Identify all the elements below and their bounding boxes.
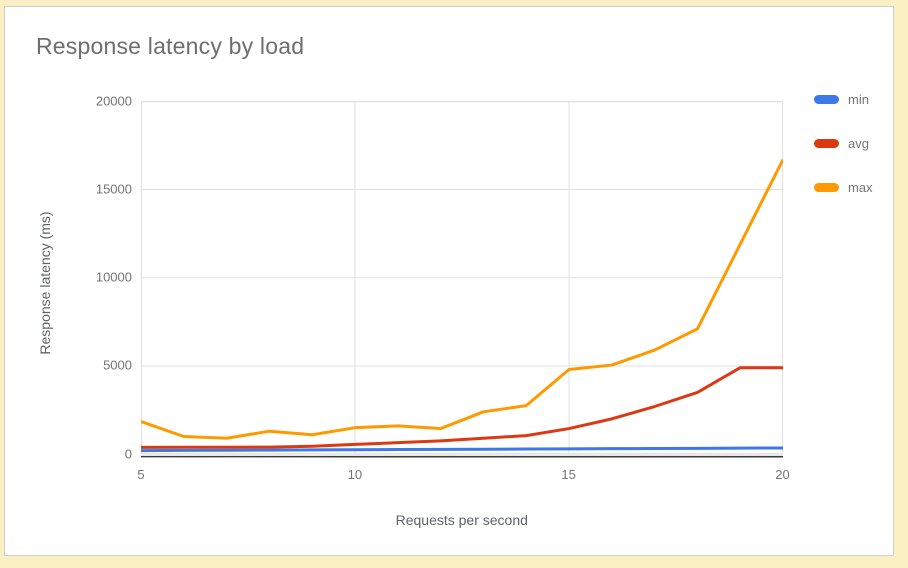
legend-swatch-max (814, 183, 839, 192)
legend-item-min: min (814, 92, 873, 107)
plot-area (141, 101, 783, 458)
legend-item-avg: avg (814, 136, 873, 151)
y-tick-label: 0 (124, 446, 132, 461)
series-line-max (141, 158, 783, 440)
x-tick-label: 5 (137, 466, 145, 482)
legend-swatch-avg (814, 139, 839, 148)
x-tick-label: 20 (775, 466, 790, 482)
y-tick-label: 5000 (103, 357, 132, 373)
x-tick-label: 10 (347, 466, 363, 482)
x-axis-title: Requests per second (395, 512, 528, 528)
x-tick-label: 15 (561, 466, 576, 482)
legend-label: max (848, 180, 873, 195)
series-line-avg (141, 366, 783, 449)
series-line-min (141, 446, 783, 453)
legend-label: avg (848, 136, 869, 151)
y-tick-label: 15000 (95, 181, 132, 197)
y-tick-label: 10000 (95, 269, 132, 285)
y-tick-label: 20000 (95, 93, 132, 109)
chart-widget[interactable] (4, 6, 894, 556)
plot-border (141, 101, 783, 455)
legend-label: min (848, 92, 869, 107)
y-axis-title: Response latency (ms) (37, 211, 53, 355)
legend-swatch-min (814, 95, 839, 104)
legend-item-max: max (814, 180, 873, 195)
chart-title: Response latency by load (36, 33, 305, 59)
legend: min avg max (814, 92, 873, 227)
